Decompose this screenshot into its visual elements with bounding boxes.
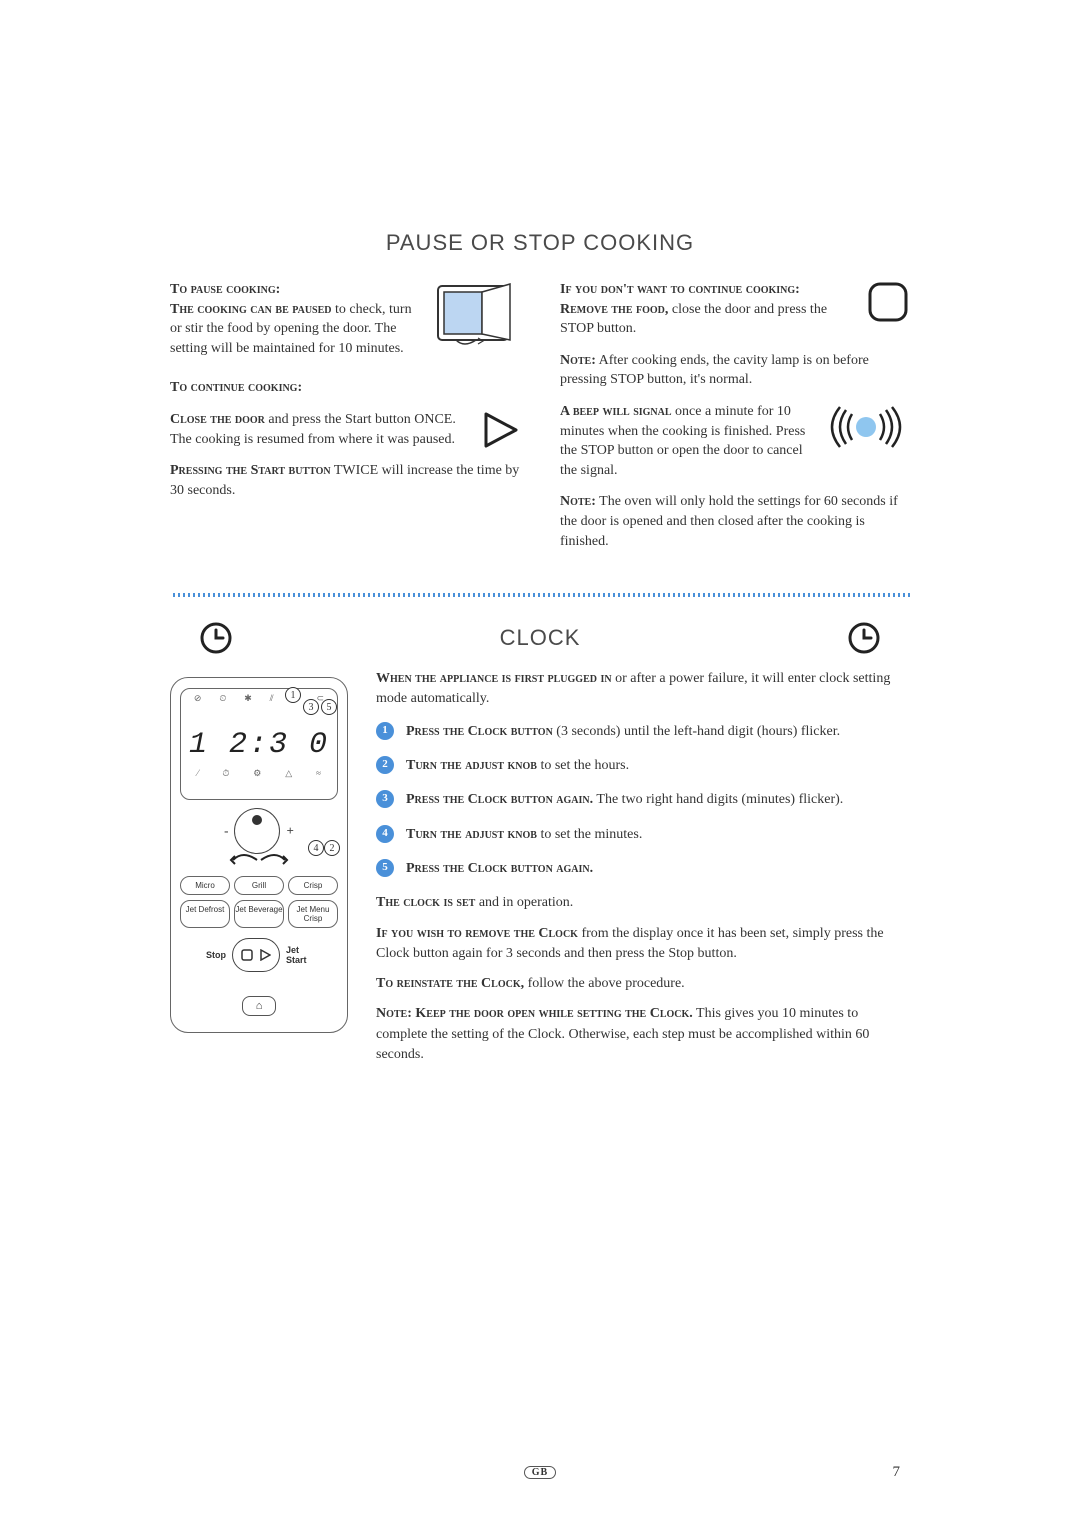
jet-start-label: Jet Start bbox=[286, 945, 312, 965]
step-4-body: to set the minutes. bbox=[537, 827, 642, 842]
step-3-lead: Press the Clock button again. bbox=[406, 792, 593, 807]
start-stop-row: Stop Jet Start bbox=[180, 938, 338, 972]
grill-button-icon: Grill bbox=[234, 876, 284, 895]
step-marker-1: 1 bbox=[285, 687, 301, 703]
reinstate-lead: To reinstate the Clock, bbox=[376, 976, 524, 991]
beep-signal-icon bbox=[822, 402, 910, 452]
clock-header: CLOCK bbox=[170, 625, 910, 651]
clock-icon bbox=[846, 620, 882, 656]
clock-steps: 1 Press the Clock button (3 seconds) unt… bbox=[376, 722, 910, 879]
step-5-lead: Press the Clock button again. bbox=[406, 861, 593, 876]
microwave-open-icon bbox=[432, 280, 520, 352]
step-4: 4 Turn the adjust knob to set the minute… bbox=[376, 825, 910, 845]
step-2-lead: Turn the adjust knob bbox=[406, 758, 537, 773]
button-row-1: Micro Grill Crisp bbox=[180, 876, 338, 895]
dont-continue-heading: If you don't want to continue cooking: bbox=[560, 282, 800, 297]
page-number: 7 bbox=[893, 1464, 901, 1481]
crisp-button-icon: Crisp bbox=[288, 876, 338, 895]
clock-instructions: When the appliance is first plugged in o… bbox=[376, 669, 910, 1075]
step-marker-2: 2 bbox=[324, 840, 340, 856]
control-panel-diagram: 1 3 5 ⊘⏲✱⫽⌓⊂ 1 2:3 0 ⁄⏱⚙△≈ - + 2 4 bbox=[170, 669, 350, 1075]
adjust-knob-row: - + 2 4 bbox=[180, 808, 338, 854]
adjust-knob-icon bbox=[234, 808, 280, 854]
step-marker-3: 3 bbox=[303, 699, 319, 715]
beep-lead: A beep will signal bbox=[560, 404, 672, 419]
note2-lead: Note: bbox=[560, 494, 596, 509]
note1-body: After cooking ends, the cavity lamp is o… bbox=[560, 353, 869, 388]
to-continue-heading: To continue cooking: bbox=[170, 380, 302, 395]
step-2: 2 Turn the adjust knob to set the hours. bbox=[376, 756, 910, 776]
knob-arrows-icon bbox=[229, 852, 289, 868]
step-marker-4: 4 bbox=[308, 840, 324, 856]
step-marker-5: 5 bbox=[321, 699, 337, 715]
to-pause-heading: To pause cooking: bbox=[170, 282, 280, 297]
minus-label: - bbox=[224, 823, 228, 839]
clock-note-lead: Note: Keep the door open while setting t… bbox=[376, 1006, 693, 1021]
step-1-lead: Press the Clock button bbox=[406, 724, 553, 739]
micro-button-icon: Micro bbox=[180, 876, 230, 895]
close-door-lead: Close the door bbox=[170, 412, 265, 427]
left-column: To pause cooking: The cooking can be pau… bbox=[170, 280, 520, 563]
pause-stop-title: PAUSE OR STOP COOKING bbox=[170, 230, 910, 256]
step-badge: 1 bbox=[376, 722, 394, 740]
stop-label: Stop bbox=[206, 950, 226, 960]
step-1: 1 Press the Clock button (3 seconds) unt… bbox=[376, 722, 910, 742]
display-area: 1 3 5 ⊘⏲✱⫽⌓⊂ 1 2:3 0 ⁄⏱⚙△≈ bbox=[180, 688, 338, 800]
clock-body: 1 3 5 ⊘⏲✱⫽⌓⊂ 1 2:3 0 ⁄⏱⚙△≈ - + 2 4 bbox=[170, 669, 910, 1075]
step-badge: 2 bbox=[376, 756, 394, 774]
clock-set-body: and in operation. bbox=[475, 895, 573, 910]
step-5: 5 Press the Clock button again. bbox=[376, 859, 910, 879]
step-4-lead: Turn the adjust knob bbox=[406, 827, 537, 842]
start-stop-knob-icon bbox=[232, 938, 280, 972]
step-3: 3 Press the Clock button again. The two … bbox=[376, 790, 910, 810]
section-divider bbox=[170, 593, 910, 597]
play-icon bbox=[482, 410, 520, 450]
stop-button-icon bbox=[866, 280, 910, 324]
region-badge: GB bbox=[524, 1466, 556, 1479]
remove-food-lead: Remove the food, bbox=[560, 302, 668, 317]
clock-icon bbox=[198, 620, 234, 656]
page-footer: GB 7 bbox=[0, 1466, 1080, 1479]
step-badge: 3 bbox=[376, 790, 394, 808]
jet-defrost-button-icon: Jet Defrost bbox=[180, 900, 230, 928]
pause-lead: The cooking can be paused bbox=[170, 302, 332, 317]
remove-clock-lead: If you wish to remove the Clock bbox=[376, 926, 578, 941]
step-3-body: The two right hand digits (minutes) flic… bbox=[593, 792, 843, 807]
step-1-body: (3 seconds) until the left-hand digit (h… bbox=[553, 724, 840, 739]
plus-label: + bbox=[286, 823, 293, 839]
right-column: If you don't want to continue cooking: R… bbox=[560, 280, 910, 563]
door-open-button-icon: ⌂ bbox=[242, 996, 276, 1016]
clock-title: CLOCK bbox=[500, 625, 581, 651]
jet-beverage-button-icon: Jet Beverage bbox=[234, 900, 284, 928]
button-row-2: Jet Defrost Jet Beverage Jet Menu Crisp bbox=[180, 900, 338, 928]
clock-set-lead: The clock is set bbox=[376, 895, 475, 910]
jet-menu-crisp-button-icon: Jet Menu Crisp bbox=[288, 900, 338, 928]
display-icons-bottom: ⁄⏱⚙△≈ bbox=[185, 768, 333, 779]
note1-lead: Note: bbox=[560, 353, 596, 368]
step-badge: 5 bbox=[376, 859, 394, 877]
press-start-lead: Pressing the Start button bbox=[170, 463, 331, 478]
note2-body: The oven will only hold the settings for… bbox=[560, 494, 898, 548]
step-badge: 4 bbox=[376, 825, 394, 843]
step-2-body: to set the hours. bbox=[537, 758, 629, 773]
reinstate-body: follow the above procedure. bbox=[524, 976, 685, 991]
clock-intro-lead: When the appliance is first plugged in bbox=[376, 671, 612, 686]
display-time: 1 2:3 0 bbox=[185, 728, 333, 762]
pause-stop-section: To pause cooking: The cooking can be pau… bbox=[170, 280, 910, 563]
